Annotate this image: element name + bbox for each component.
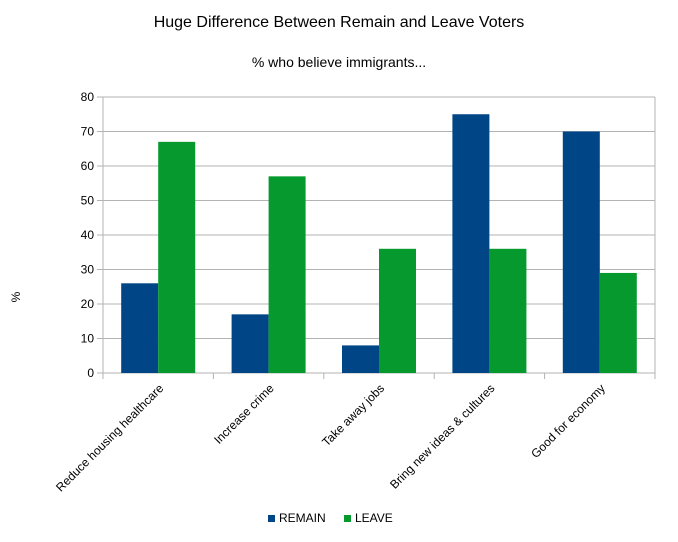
y-tick-label: 20 <box>81 297 95 311</box>
bar-leave <box>268 176 306 373</box>
bars <box>121 114 637 373</box>
x-tick-label: Increase crime <box>211 381 277 447</box>
y-tick-label: 30 <box>81 263 95 277</box>
x-tick-label: Take away jobs <box>319 381 387 449</box>
y-tick-label: 0 <box>87 366 94 380</box>
legend-swatch <box>344 515 351 522</box>
y-tick-label: 50 <box>81 194 95 208</box>
y-tick-label: 10 <box>81 332 95 346</box>
legend-swatch <box>268 515 275 522</box>
bar-leave <box>489 248 527 373</box>
chart-title: Huge Difference Between Remain and Leave… <box>154 14 525 31</box>
legend: REMAIN LEAVE <box>268 511 393 525</box>
y-tick-label: 70 <box>81 125 95 139</box>
y-tick-label: 80 <box>81 90 95 104</box>
chart-subtitle: % who believe immigrants... <box>252 54 426 70</box>
bar-remain <box>342 345 379 373</box>
legend-label: REMAIN <box>279 511 326 525</box>
y-axis-label: % <box>9 291 23 302</box>
bar-remain <box>562 131 600 373</box>
x-tick-label: Bring new ideas & cultures <box>387 381 497 491</box>
bar-leave <box>379 248 416 373</box>
bar-leave <box>158 141 196 373</box>
y-tick-label: 60 <box>81 159 95 173</box>
bar-remain <box>452 114 490 373</box>
legend-label: LEAVE <box>355 511 393 525</box>
bar-remain <box>121 283 159 373</box>
y-tick-label: 40 <box>81 228 95 242</box>
x-tick-label: Good for economy <box>528 381 608 461</box>
bar-leave <box>599 272 637 373</box>
bar-remain <box>231 314 269 373</box>
x-tick-label: Reduce housing healthcare <box>53 381 166 494</box>
